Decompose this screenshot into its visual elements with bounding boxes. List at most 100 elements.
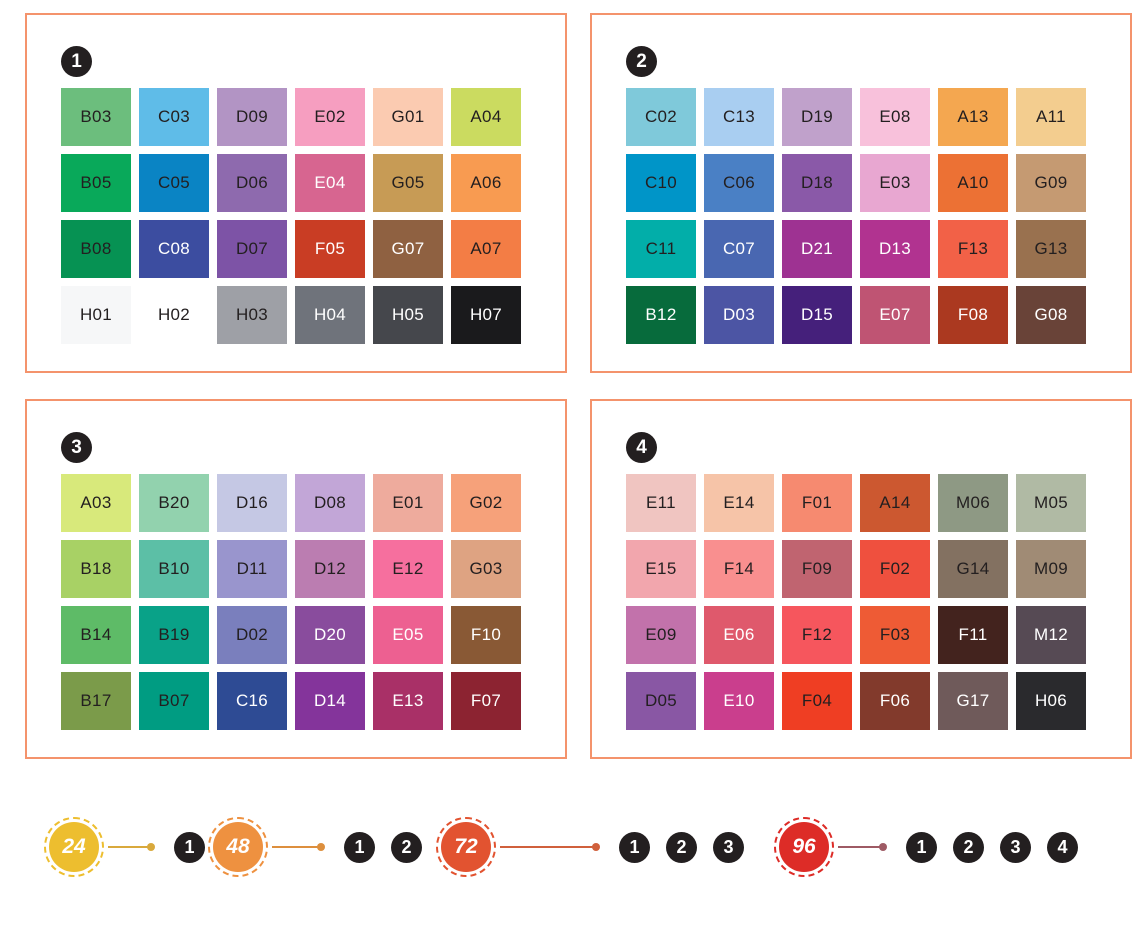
- color-swatch-C07: C07: [704, 220, 774, 278]
- color-swatch-C05: C05: [139, 154, 209, 212]
- panel-3-number-badge: 3: [61, 432, 92, 463]
- color-swatch-A14: A14: [860, 474, 930, 532]
- panel-4-number-badge: 4: [626, 432, 657, 463]
- color-swatch-M12: M12: [1016, 606, 1086, 664]
- color-swatch-E11: E11: [626, 474, 696, 532]
- color-swatch-D11: D11: [217, 540, 287, 598]
- color-swatch-B18: B18: [61, 540, 131, 598]
- color-swatch-E02: E02: [295, 88, 365, 146]
- color-swatch-F14: F14: [704, 540, 774, 598]
- color-swatch-B03: B03: [61, 88, 131, 146]
- color-swatch-D18: D18: [782, 154, 852, 212]
- connector-line: [838, 846, 880, 848]
- color-swatch-F05: F05: [295, 220, 365, 278]
- color-swatch-D09: D09: [217, 88, 287, 146]
- color-swatch-G07: G07: [373, 220, 443, 278]
- color-swatch-E15: E15: [626, 540, 696, 598]
- color-swatch-D14: D14: [295, 672, 365, 730]
- color-swatch-B19: B19: [139, 606, 209, 664]
- color-swatch-M09: M09: [1016, 540, 1086, 598]
- color-swatch-F02: F02: [860, 540, 930, 598]
- set-24-badge: 24: [49, 822, 99, 872]
- color-swatch-E01: E01: [373, 474, 443, 532]
- color-swatch-M06: M06: [938, 474, 1008, 532]
- color-swatch-B07: B07: [139, 672, 209, 730]
- color-swatch-G01: G01: [373, 88, 443, 146]
- color-swatch-E13: E13: [373, 672, 443, 730]
- panel-3-swatch-grid: A03 B20 D16 D08 E01 G02 B18 B10 D11 D12 E12 G03 B14 B…: [61, 474, 521, 730]
- color-swatch-E09: E09: [626, 606, 696, 664]
- panel-1-swatch-grid: B03 C03 D09 E02 G01 A04 B05 C05 D06 E04 G05 A06 B08 C…: [61, 88, 521, 344]
- color-swatch-B12: B12: [626, 286, 696, 344]
- color-swatch-A04: A04: [451, 88, 521, 146]
- color-swatch-D12: D12: [295, 540, 365, 598]
- color-swatch-C02: C02: [626, 88, 696, 146]
- color-swatch-E05: E05: [373, 606, 443, 664]
- color-swatch-F11: F11: [938, 606, 1008, 664]
- color-swatch-D15: D15: [782, 286, 852, 344]
- color-swatch-C10: C10: [626, 154, 696, 212]
- color-swatch-F08: F08: [938, 286, 1008, 344]
- color-swatch-G05: G05: [373, 154, 443, 212]
- color-swatch-H05: H05: [373, 286, 443, 344]
- color-swatch-D07: D07: [217, 220, 287, 278]
- legend-panel-ref-1: 1: [344, 831, 375, 863]
- color-swatch-B17: B17: [61, 672, 131, 730]
- color-swatch-G17: G17: [938, 672, 1008, 730]
- panel-4: 4 E11 E14 F01 A14 M06 M05 E15 F14 F09 F02 G14 M09 E0…: [590, 399, 1132, 759]
- color-swatch-H02: H02: [139, 286, 209, 344]
- connector-dot: [592, 843, 600, 851]
- color-swatch-M05: M05: [1016, 474, 1086, 532]
- legend-panel-ref-1: 1: [619, 831, 650, 863]
- color-swatch-D08: D08: [295, 474, 365, 532]
- legend-panel-ref-2: 2: [666, 831, 697, 863]
- color-swatch-D20: D20: [295, 606, 365, 664]
- color-swatch-H07: H07: [451, 286, 521, 344]
- color-swatch-D16: D16: [217, 474, 287, 532]
- color-swatch-C11: C11: [626, 220, 696, 278]
- color-swatch-A03: A03: [61, 474, 131, 532]
- connector-line: [272, 846, 318, 848]
- legend-panel-ref-3: 3: [1000, 831, 1031, 863]
- color-swatch-H03: H03: [217, 286, 287, 344]
- color-swatch-D05: D05: [626, 672, 696, 730]
- color-swatch-A07: A07: [451, 220, 521, 278]
- color-swatch-H01: H01: [61, 286, 131, 344]
- color-swatch-B10: B10: [139, 540, 209, 598]
- color-swatch-A13: A13: [938, 88, 1008, 146]
- color-swatch-A06: A06: [451, 154, 521, 212]
- color-swatch-E03: E03: [860, 154, 930, 212]
- color-swatch-B08: B08: [61, 220, 131, 278]
- set-72-badge-ring: 72: [436, 817, 496, 877]
- color-swatch-E10: E10: [704, 672, 774, 730]
- legend-panel-ref-4: 4: [1047, 831, 1078, 863]
- color-swatch-B05: B05: [61, 154, 131, 212]
- color-swatch-F10: F10: [451, 606, 521, 664]
- color-swatch-D03: D03: [704, 286, 774, 344]
- color-swatch-F06: F06: [860, 672, 930, 730]
- legend-panel-ref-1: 1: [906, 831, 937, 863]
- color-swatch-B14: B14: [61, 606, 131, 664]
- color-swatch-D19: D19: [782, 88, 852, 146]
- color-swatch-G13: G13: [1016, 220, 1086, 278]
- panel-1-number-badge: 1: [61, 46, 92, 77]
- panel-1: 1 B03 C03 D09 E02 G01 A04 B05 C05 D06 E04 G05 A06 B0…: [25, 13, 567, 373]
- panel-2: 2 C02 C13 D19 E08 A13 A11 C10 C06 D18 E03 A10 G09 C1…: [590, 13, 1132, 373]
- color-swatch-F13: F13: [938, 220, 1008, 278]
- set-24-badge-ring: 24: [44, 817, 104, 877]
- color-swatch-B20: B20: [139, 474, 209, 532]
- connector-dot: [879, 843, 887, 851]
- connector-dot: [147, 843, 155, 851]
- color-swatch-C06: C06: [704, 154, 774, 212]
- color-swatch-G14: G14: [938, 540, 1008, 598]
- connector-line: [108, 846, 148, 848]
- set-72-badge: 72: [441, 822, 491, 872]
- set-96-badge-ring: 96: [774, 817, 834, 877]
- color-swatch-E08: E08: [860, 88, 930, 146]
- color-swatch-F03: F03: [860, 606, 930, 664]
